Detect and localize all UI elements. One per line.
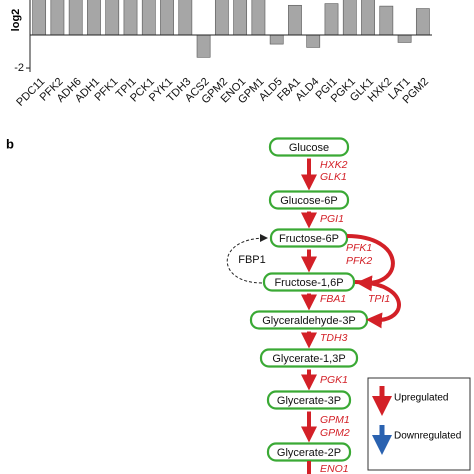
fbp-arrow [226, 234, 268, 284]
bar [123, 0, 138, 36]
bar [288, 4, 302, 36]
enzyme-label: PFK1 [346, 242, 372, 254]
bar [379, 5, 394, 36]
pfk-arrow [346, 234, 395, 292]
bar [251, 0, 266, 36]
enzyme-label: GPM1 [320, 414, 350, 426]
bar [50, 0, 65, 36]
node-label: Fructose-6P [279, 233, 339, 245]
enzyme-label: PGI1 [320, 213, 344, 225]
pathway-node [268, 137, 350, 157]
bar [269, 34, 284, 45]
fbp-label: FBP1 [238, 254, 266, 266]
enzyme-label: PFK2 [346, 255, 372, 267]
bar [324, 3, 339, 36]
node-label: Glucose-6P [280, 195, 337, 207]
bar [32, 0, 47, 36]
panel-label: b [6, 136, 14, 151]
node-label: Glycerate-2P [277, 447, 341, 459]
enzyme-label: TPI1 [368, 293, 390, 305]
enzyme-label: HXK2 [320, 159, 348, 171]
bar [397, 34, 412, 43]
tpi-arrow [354, 280, 401, 329]
bar [178, 0, 193, 36]
pathway-node [259, 348, 359, 368]
pathway-node [268, 190, 350, 210]
legend-down: Downregulated [394, 431, 461, 442]
legend-up: Upregulated [394, 393, 448, 404]
node-label: Glucose [289, 142, 329, 154]
bar [415, 8, 430, 36]
node-label: Glycerate-3P [277, 395, 341, 407]
bar [141, 0, 156, 36]
bar [105, 0, 120, 36]
y-tick-label: -2 [14, 62, 24, 74]
enzyme-label: PGK1 [320, 374, 348, 386]
pathway-node [266, 442, 352, 462]
bar [233, 0, 248, 36]
enzyme-label: FBA1 [320, 293, 346, 305]
node-label: Fructose-1,6P [274, 277, 343, 289]
enzyme-label: GLK1 [320, 171, 347, 183]
bar [87, 0, 101, 36]
enzyme-label: TDH3 [320, 332, 348, 344]
y-axis-label: log2 [10, 9, 22, 32]
bar [160, 0, 174, 36]
pathway-node [266, 390, 352, 410]
bar [342, 0, 357, 36]
enzyme-label: ENO1 [320, 463, 349, 474]
node-label: Glyceraldehyde-3P [262, 315, 356, 327]
enzyme-label: GPM2 [320, 427, 350, 439]
bar [196, 34, 211, 58]
bar [214, 0, 229, 36]
bar [306, 34, 321, 48]
node-label: Glycerate-1,3P [272, 353, 345, 365]
bar [68, 0, 83, 36]
pathway-node [262, 272, 356, 292]
bar [361, 0, 375, 36]
